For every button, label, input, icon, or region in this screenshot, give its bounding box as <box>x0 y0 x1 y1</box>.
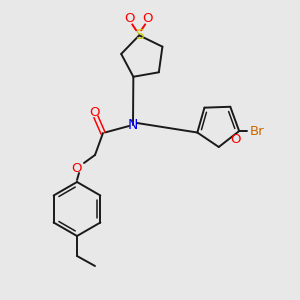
Text: O: O <box>124 12 134 25</box>
Text: O: O <box>231 133 241 146</box>
Text: O: O <box>90 106 100 118</box>
Text: N: N <box>128 118 138 132</box>
Text: S: S <box>135 28 144 42</box>
Text: O: O <box>142 12 152 25</box>
Text: Br: Br <box>250 124 265 138</box>
Text: O: O <box>72 163 82 176</box>
